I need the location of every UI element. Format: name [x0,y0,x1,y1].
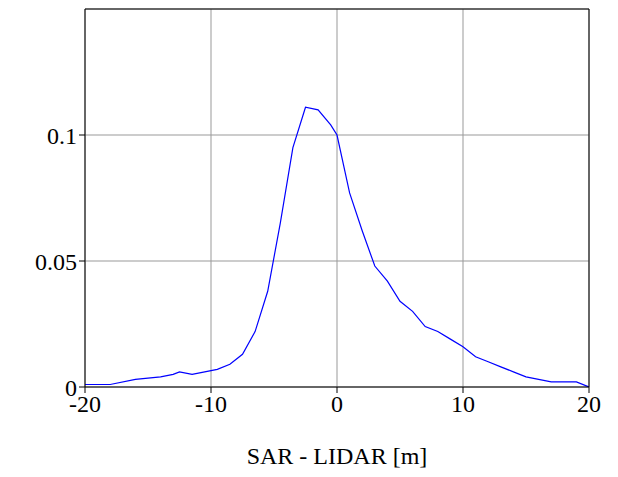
svg-text:0.05: 0.05 [35,249,77,275]
svg-text:10: 10 [451,391,475,417]
svg-text:0: 0 [65,375,77,401]
svg-text:20: 20 [577,391,601,417]
svg-text:SAR - LIDAR [m]: SAR - LIDAR [m] [247,443,428,469]
svg-text:0: 0 [331,391,343,417]
svg-text:-10: -10 [195,391,227,417]
svg-text:0.1: 0.1 [47,123,77,149]
svg-text:-20: -20 [69,391,101,417]
